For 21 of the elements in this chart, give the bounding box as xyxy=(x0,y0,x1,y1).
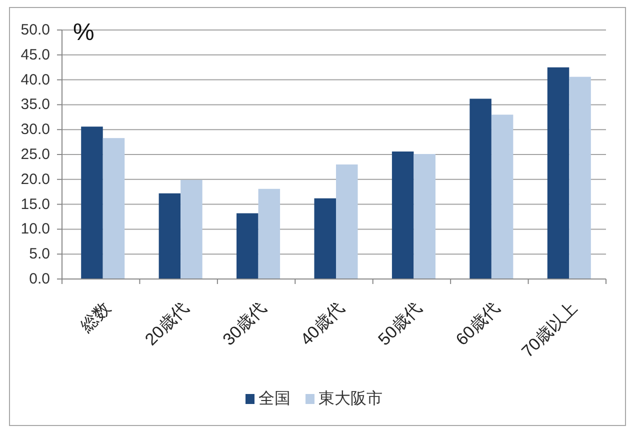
y-tick-label: 5.0 xyxy=(29,246,50,263)
y-tick-label: 50.0 xyxy=(20,22,50,38)
legend-label: 全国 xyxy=(258,390,290,408)
y-tick-label: 0.0 xyxy=(29,270,50,288)
x-tick-label: 総数 xyxy=(77,298,115,336)
x-tick-label: 30歳代 xyxy=(219,298,270,350)
y-tick-label: 45.0 xyxy=(20,46,50,64)
y-tick-label: 30.0 xyxy=(20,121,50,138)
x-tick-label: 60歳代 xyxy=(452,298,504,350)
y-label: % xyxy=(73,19,94,46)
x-tick-label: 40歳代 xyxy=(296,298,348,350)
y-tick-label: 10.0 xyxy=(20,220,50,238)
legend-label: 東大阪市 xyxy=(318,390,382,408)
y-tick-label: 40.0 xyxy=(20,71,50,88)
y-tick-label: 20.0 xyxy=(20,170,50,188)
y-tick-label: 35.0 xyxy=(20,96,50,114)
x-tick-label: 20歳代 xyxy=(141,298,192,350)
x-tick-label: 70歳以上 xyxy=(518,298,581,362)
x-tick-label: 50歳代 xyxy=(374,298,426,350)
y-tick-label: 15.0 xyxy=(20,196,50,213)
y-tick-label: 25.0 xyxy=(20,146,50,163)
